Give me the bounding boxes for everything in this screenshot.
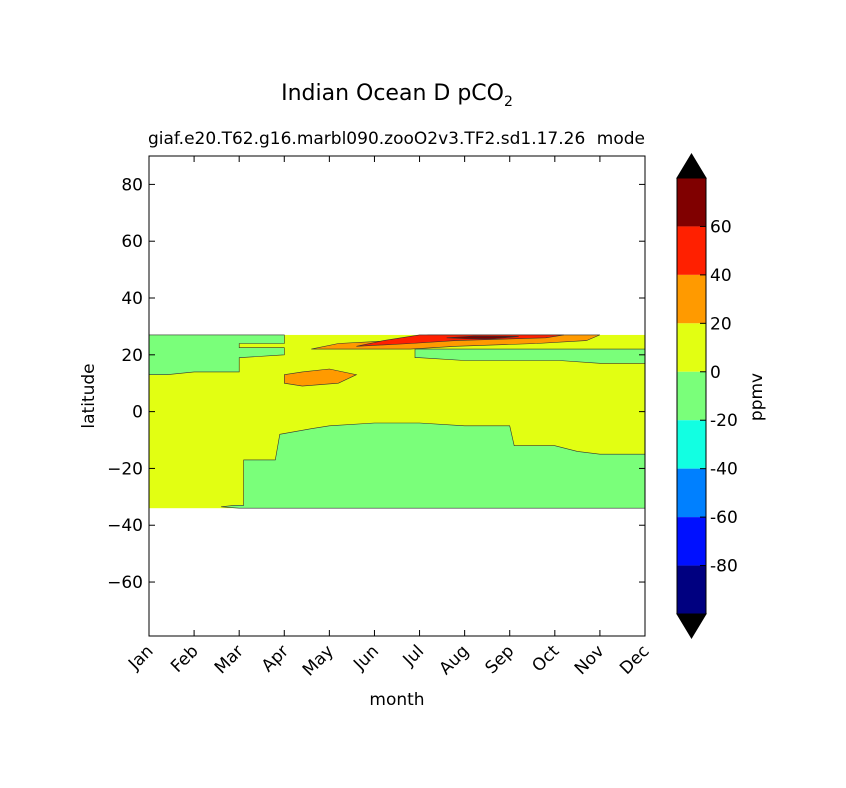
colorbar-extend-top (676, 153, 707, 179)
x-tick-label: May (299, 641, 338, 680)
y-tick-label: 0 (132, 403, 143, 423)
contour-regions (148, 334, 646, 509)
colorbar-tick-label: -40 (710, 460, 738, 480)
y-tick-label: 40 (121, 289, 143, 309)
x-tick-label: Sep (481, 641, 518, 678)
y-tick-label: 80 (121, 175, 143, 195)
colorbar: 60 40 20 0 -20 -40 -60 -80 (676, 153, 738, 639)
plot-area: 80 60 40 20 0 −20 −40 −60 Jan Feb Mar Apr May Jun Jul… (107, 155, 654, 680)
colorbar-tick-label: 0 (710, 363, 721, 383)
x-tick-label: Jan (124, 641, 157, 674)
colorbar-bin-3 (677, 323, 706, 372)
y-tick-label: 60 (121, 232, 143, 252)
contour-region-0 (148, 334, 285, 376)
colorbar-bin-6 (677, 468, 706, 518)
colorbar-bin-1 (677, 226, 706, 275)
colorbar-tick-label: -80 (710, 557, 738, 577)
y-axis-ticks: 80 60 40 20 0 −20 −40 −60 (107, 175, 645, 593)
colorbar-label: ppmv (747, 373, 767, 421)
colorbar-bin-5 (677, 420, 706, 469)
x-tick-label: Aug (436, 641, 474, 679)
colorbar-bin-4 (677, 371, 706, 421)
chart-subtitle-right: mode (597, 129, 645, 149)
colorbar-bin-0 (677, 178, 706, 227)
chart-subtitle-left: giaf.e20.T62.g16.marbl090.zooO2v3.TF2.sd… (148, 129, 585, 149)
y-tick-label: −20 (107, 459, 143, 479)
colorbar-bin-8 (677, 565, 706, 614)
colorbar-frame (676, 177, 707, 615)
colorbar-tick-label: -60 (710, 508, 738, 528)
x-axis-label: month (369, 690, 424, 710)
colorbar-bin-2 (677, 274, 706, 324)
y-tick-label: −40 (107, 516, 143, 536)
contour-region-6 (446, 335, 519, 340)
colorbar-tick-label: 40 (710, 266, 732, 286)
colorbar-tick-label: 60 (710, 217, 732, 237)
x-tick-label: Dec (616, 641, 653, 678)
x-tick-label: Apr (258, 641, 293, 676)
x-tick-label: Jul (399, 641, 428, 670)
x-tick-label: Jun (349, 641, 383, 675)
colorbar-bin-7 (677, 517, 706, 566)
y-axis-label: latitude (79, 363, 99, 428)
contour-region-3 (283, 368, 358, 387)
contour-region-2 (221, 422, 646, 509)
colorbar-tick-label: -20 (710, 411, 738, 431)
colorbar-extend-bottom (676, 613, 707, 639)
chart-title-main: Indian Ocean D pCO (281, 81, 504, 106)
plot-frame (148, 155, 646, 637)
x-tick-label: Nov (571, 641, 609, 679)
chart-title: Indian Ocean D pCO2 (281, 81, 513, 110)
x-tick-label: Mar (211, 641, 248, 678)
colorbar-tick-label: 20 (710, 314, 732, 334)
contour-region-5 (356, 334, 564, 347)
y-tick-label: 20 (121, 346, 143, 366)
y-tick-label: −60 (107, 573, 143, 593)
x-tick-label: Oct (528, 641, 563, 676)
chart-title-subscript: 2 (504, 94, 513, 110)
x-tick-label: Feb (167, 641, 202, 676)
